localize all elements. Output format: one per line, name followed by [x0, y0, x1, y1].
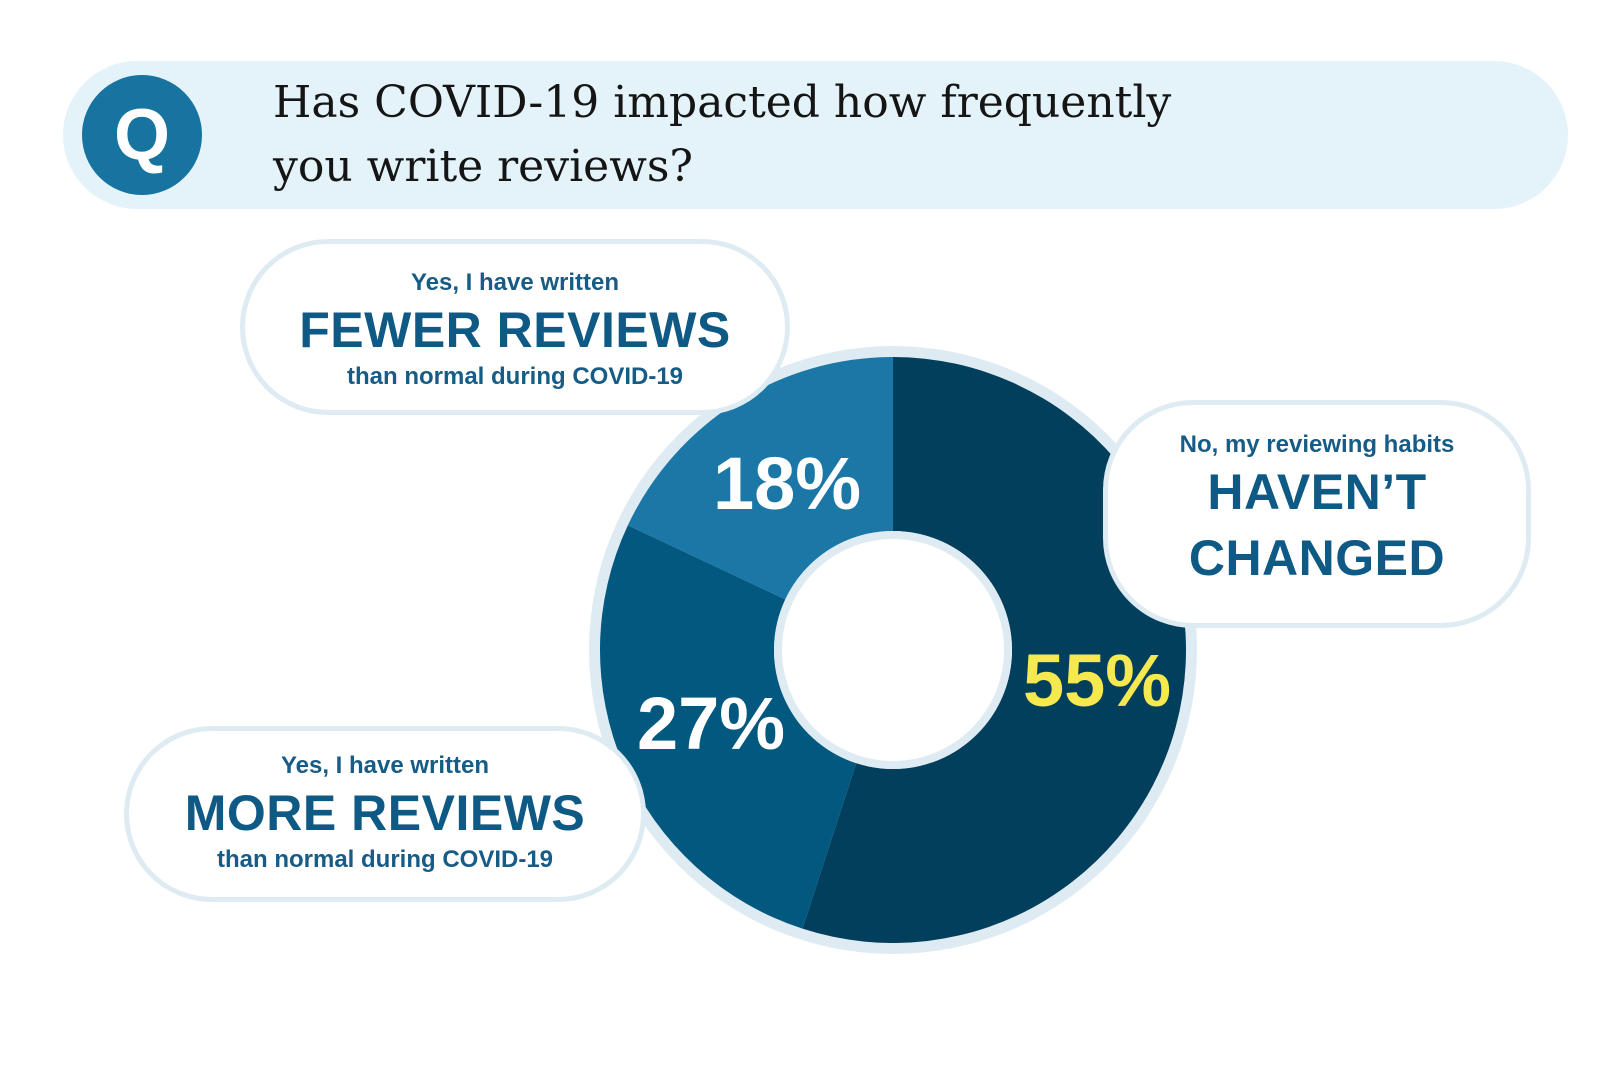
callout-more-headline: MORE REVIEWS [184, 785, 586, 841]
question-line-1: Has COVID-19 impacted how frequently [273, 77, 1172, 128]
callout-same-headline-2: CHANGED [1188, 530, 1446, 586]
callout-same-intro: No, my reviewing habits [1179, 431, 1455, 458]
callout-more-reviews: Yes, I have written MORE REVIEWS than no… [124, 726, 646, 902]
question-badge-icon: Q [82, 75, 202, 195]
callout-fewer-reviews: Yes, I have written FEWER REVIEWS than n… [240, 239, 790, 415]
question-line-2: you write reviews? [273, 141, 694, 192]
donut-slice-labels: 55% 27% 18% [637, 442, 1171, 765]
slice-more-reviews [599, 525, 857, 929]
slice-fewer-reviews [627, 357, 893, 600]
callout-same-headline-1: HAVEN’T [1207, 464, 1427, 520]
question-text: Has COVID-19 impacted how frequently you… [273, 71, 1173, 199]
slice-more-reviews-value-label: 27% [637, 682, 785, 765]
callout-more-intro: Yes, I have written [280, 752, 490, 779]
donut-slices [599, 357, 1186, 943]
callout-fewer-intro: Yes, I have written [410, 269, 620, 296]
question-banner [63, 61, 1568, 209]
callout-fewer-headline: FEWER REVIEWS [299, 302, 731, 358]
slice-havent-changed-value-label: 55% [1023, 639, 1171, 722]
callout-havent-changed: No, my reviewing habits HAVEN’T CHANGED [1103, 400, 1531, 628]
donut-hole [782, 539, 1004, 761]
callout-fewer-outro: than normal during COVID-19 [346, 363, 684, 390]
slice-fewer-reviews-value-label: 18% [713, 442, 861, 525]
slice-havent-changed [802, 357, 1186, 943]
callout-more-outro: than normal during COVID-19 [216, 846, 554, 873]
